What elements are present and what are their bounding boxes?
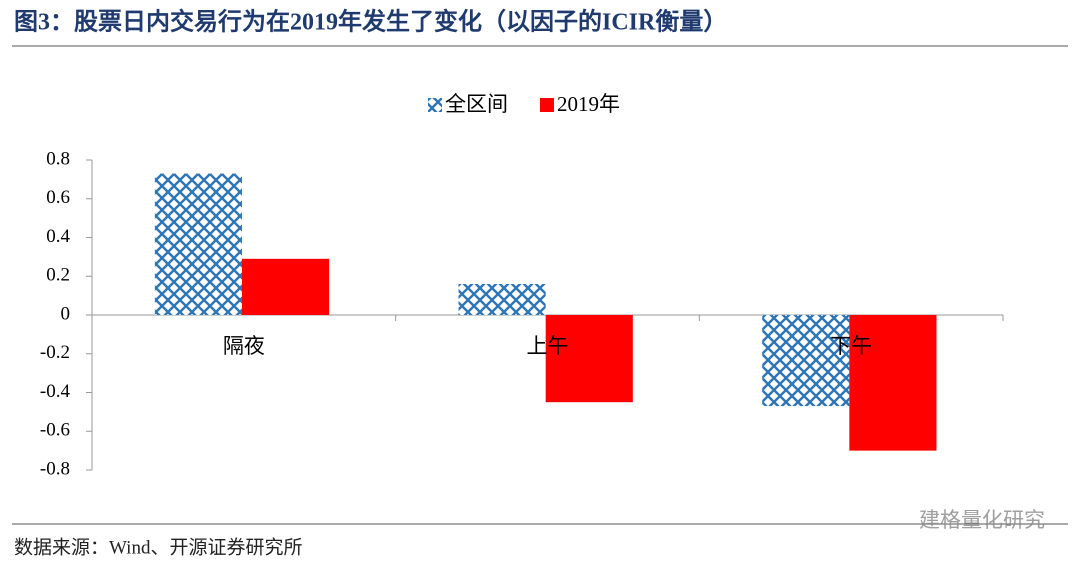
source: 数据来源：Wind、开源证券研究所 [14, 536, 302, 558]
y-tick-label: 0.2 [46, 265, 70, 286]
y-tick-label: -0.4 [40, 381, 71, 402]
y-tick-label: 0.8 [46, 148, 70, 169]
x-tick-label: 上午 [527, 334, 569, 358]
bar [849, 315, 937, 451]
x-tick-label: 隔夜 [223, 334, 265, 358]
chart-title: 图3：股票日内交易行为在2019年发生了变化（以因子的ICIR衡量） [14, 8, 727, 36]
y-tick-label: -0.2 [40, 342, 70, 363]
bar [762, 315, 850, 407]
y-tick-label: -0.6 [40, 420, 70, 441]
legend-label: 全区间 [445, 92, 508, 116]
bar [242, 258, 330, 315]
bar [154, 173, 243, 315]
y-tick-label: 0.6 [46, 187, 70, 208]
bar [545, 315, 633, 403]
y-tick-label: -0.8 [40, 458, 70, 479]
x-tick-label: 下午 [830, 334, 872, 358]
watermark: 建格量化研究 [919, 508, 1045, 532]
bar [458, 284, 546, 315]
legend-label: 2019年 [557, 92, 620, 116]
legend-swatch [428, 98, 442, 112]
y-tick-label: 0 [61, 303, 71, 324]
legend-swatch [540, 98, 554, 112]
y-tick-label: 0.4 [46, 226, 70, 247]
